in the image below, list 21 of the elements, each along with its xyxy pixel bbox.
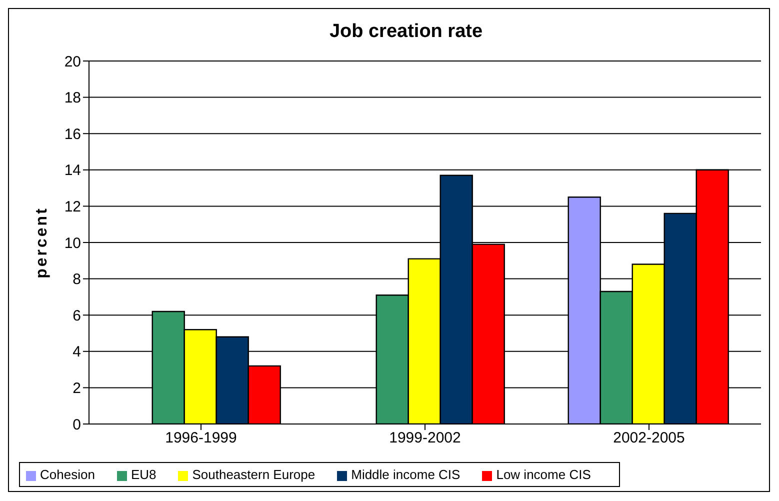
y-tick-label: 10 <box>64 234 81 252</box>
y-tick-label: 14 <box>64 162 81 180</box>
y-tick-label: 0 <box>72 416 81 434</box>
y-tick-label: 8 <box>72 271 81 288</box>
legend-label: EU8 <box>130 467 156 482</box>
legend-label: Southeastern Europe <box>192 467 316 482</box>
y-tick-label: 2 <box>72 380 81 398</box>
y-axis-title: percent <box>34 206 51 278</box>
chart-title: Job creation rate <box>329 21 483 42</box>
legend-label: Cohesion <box>40 467 95 482</box>
y-tick-label: 16 <box>64 126 81 143</box>
y-tick-label: 18 <box>64 90 81 107</box>
y-tick-label: 12 <box>64 198 81 216</box>
x-tick-label: 1996-1999 <box>165 430 237 447</box>
legend-label: Low income CIS <box>496 467 591 482</box>
y-tick-label: 6 <box>72 307 81 324</box>
x-tick-label: 2002-2005 <box>613 430 685 447</box>
y-tick-label: 4 <box>72 344 81 361</box>
y-tick-label: 20 <box>64 53 81 70</box>
legend-label: Middle income CIS <box>351 467 460 482</box>
x-tick-label: 1999-2002 <box>389 430 461 447</box>
